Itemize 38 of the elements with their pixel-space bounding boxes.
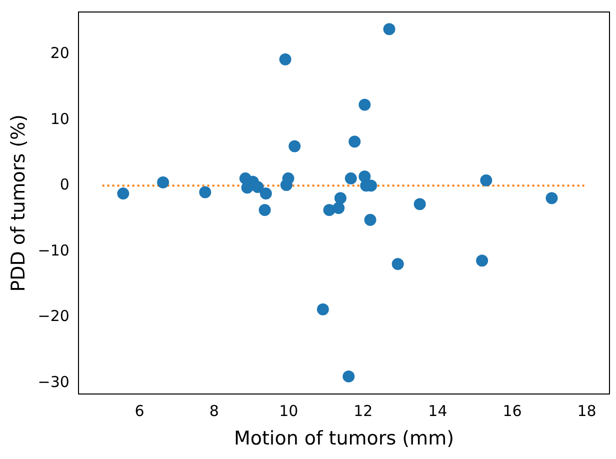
point bbox=[414, 198, 426, 210]
x-tick-label: 8 bbox=[209, 402, 219, 420]
point bbox=[546, 192, 558, 204]
point bbox=[344, 172, 357, 184]
x-tick-label: 10 bbox=[279, 402, 298, 420]
point bbox=[334, 192, 346, 204]
x-axis-title: Motion of tumors (mm) bbox=[234, 428, 454, 450]
x-tick-label: 12 bbox=[354, 402, 373, 420]
point bbox=[258, 204, 271, 216]
x-tick-label: 18 bbox=[577, 402, 596, 420]
point bbox=[358, 98, 371, 111]
y-axis-title: PDD of tumors (%) bbox=[7, 114, 30, 292]
point bbox=[348, 136, 361, 148]
point bbox=[383, 23, 396, 36]
x-tick-label: 14 bbox=[428, 402, 448, 420]
point bbox=[392, 258, 404, 270]
point bbox=[316, 303, 329, 316]
point bbox=[480, 174, 492, 186]
y-tick-label: −30 bbox=[38, 372, 70, 391]
point bbox=[199, 186, 212, 198]
point bbox=[288, 140, 301, 152]
y-tick-label: 0 bbox=[60, 176, 70, 194]
point bbox=[342, 370, 355, 382]
x-tick-label: 6 bbox=[134, 402, 144, 420]
point bbox=[260, 188, 272, 200]
y-tick-label: 10 bbox=[50, 110, 70, 128]
point bbox=[364, 214, 376, 226]
point bbox=[332, 202, 345, 214]
point bbox=[282, 172, 294, 184]
point bbox=[252, 180, 264, 193]
point bbox=[476, 254, 488, 267]
y-tick-label: 20 bbox=[50, 44, 70, 62]
point bbox=[157, 176, 170, 188]
point bbox=[279, 53, 292, 66]
point bbox=[117, 188, 130, 200]
y-tick-label: −20 bbox=[38, 307, 70, 326]
x-tick-label: 16 bbox=[502, 402, 522, 420]
y-tick-label: −10 bbox=[38, 241, 70, 260]
